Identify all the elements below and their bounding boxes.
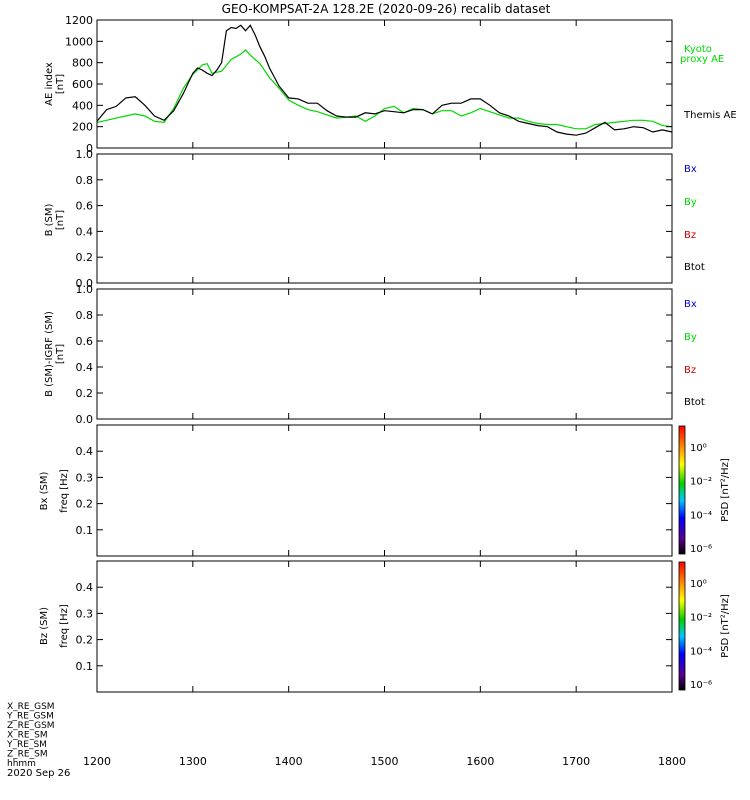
legend-proxy-ae: proxy AE bbox=[680, 54, 724, 65]
ae-ytick-label: 800 bbox=[72, 57, 93, 70]
bzspec-y-ticks: 0.1 0.2 0.3 0.4 bbox=[76, 561, 673, 692]
panel-bxspec-frame bbox=[96, 424, 673, 557]
bsm-ytick-label: 0.2 bbox=[76, 251, 94, 264]
bxspec-ytick-label: 0.1 bbox=[76, 524, 94, 537]
bigrf-ytick-label: 1.0 bbox=[76, 283, 94, 296]
bxspec-y-label-1: Bx (SM) bbox=[39, 472, 50, 511]
bzspec-y-label-2: freq [Hz] bbox=[59, 604, 70, 648]
bigrf-y-label-1: B (SM)-IGRF (SM) bbox=[44, 311, 55, 397]
bigrf-legend-bz: Bz bbox=[684, 365, 696, 376]
var-label: Y_RE_GSM bbox=[6, 712, 54, 722]
bxspec-colorbar bbox=[678, 425, 686, 555]
bigrf-ytick-label: 0.2 bbox=[76, 387, 94, 400]
bigrf-ytick-label: 0.4 bbox=[76, 361, 94, 374]
ae-y-label-2: [nT] bbox=[55, 74, 66, 94]
bigrf-y-ticks: 0.0 0.2 0.4 0.6 0.8 1.0 bbox=[76, 283, 673, 426]
ae-ytick-label: 0 bbox=[86, 142, 93, 155]
bxspec-colorbar-tick-label: 10⁻⁶ bbox=[690, 544, 712, 555]
bxspec-ytick-label: 0.2 bbox=[76, 498, 94, 511]
bsm-ytick-label: 0.0 bbox=[76, 277, 94, 290]
bxspec-ytick-label: 0.3 bbox=[76, 471, 94, 484]
panel-bx-spectrogram: 0.10.20.30.4 Bx (SM) freq [Hz] 10⁰10⁻²10… bbox=[39, 424, 731, 557]
bigrf-y-label-2: [nT] bbox=[55, 344, 66, 364]
var-label: Z_RE_SM bbox=[7, 750, 48, 760]
var-label: X_RE_GSM bbox=[7, 702, 55, 712]
bzspec-ytick-label: 0.4 bbox=[76, 581, 94, 594]
panel-bigrf-frame bbox=[96, 288, 673, 420]
panel-ae-index: 0 200 400 600 800 1000 1200 AE index [nT] Kyot… bbox=[44, 14, 737, 155]
chart-title: GEO-KOMPSAT-2A 128.2E (2020-09-26) recal… bbox=[222, 2, 551, 16]
bxspec-colorbar-label: PSD [nT²/Hz] bbox=[720, 458, 731, 522]
bigrf-ytick-label: 0.6 bbox=[76, 335, 94, 348]
bxspec-colorbar-tick-label: 10⁰ bbox=[690, 443, 707, 454]
x-axis-tick-labels: 1200 1300 1400 1500 1600 1700 1800 bbox=[83, 755, 686, 768]
legend-themis-ae: Themis AE bbox=[683, 110, 737, 121]
x-tick-label: 1600 bbox=[466, 755, 494, 768]
bsm-ytick-label: 1.0 bbox=[76, 148, 94, 161]
x-tick-label: 1700 bbox=[562, 755, 590, 768]
x-tick-label: 1200 bbox=[83, 755, 111, 768]
bsm-y-ticks: 0.0 0.2 0.4 0.6 0.8 1.0 bbox=[76, 148, 673, 290]
ae-series-layer bbox=[96, 24, 673, 136]
bsm-legend-by: By bbox=[684, 197, 697, 208]
bzspec-colorbar-tick-label: 10⁻⁴ bbox=[690, 646, 712, 657]
ae-ytick-label: 1200 bbox=[65, 14, 93, 27]
panel-b-sm-igrf: 0.0 0.2 0.4 0.6 0.8 1.0 B (SM)-IGRF (SM) [nT]… bbox=[44, 283, 705, 426]
x-axis-date-label: 2020 Sep 26 bbox=[7, 768, 70, 779]
bigrf-legend-btot: Btot bbox=[684, 397, 705, 408]
bxspec-y-ticks: 0.1 0.2 0.3 0.4 bbox=[76, 425, 673, 556]
bsm-ytick-label: 0.8 bbox=[76, 174, 94, 187]
bsm-y-label-1: B (SM) bbox=[44, 203, 55, 236]
bigrf-ytick-label: 0.0 bbox=[76, 413, 94, 426]
bzspec-ytick-label: 0.1 bbox=[76, 660, 94, 673]
var-label: Y_RE_SM bbox=[6, 740, 47, 750]
x-tick-label: 1800 bbox=[658, 755, 686, 768]
bzspec-colorbar-tick-label: 10⁰ bbox=[690, 579, 707, 590]
legend-kyoto: Kyoto bbox=[684, 44, 712, 55]
bigrf-legend-bx: Bx bbox=[684, 299, 697, 310]
bxspec-colorbar-tick-label: 10⁻² bbox=[690, 477, 712, 488]
var-label: Z_RE_GSM bbox=[7, 721, 55, 731]
bsm-y-label-2: [nT] bbox=[55, 210, 66, 230]
panel-bzspec-frame bbox=[96, 560, 673, 693]
bsm-ytick-label: 0.4 bbox=[76, 225, 94, 238]
bsm-legend-bx: Bx bbox=[684, 164, 697, 175]
ae-y-ticks: 0 200 400 600 800 1000 1200 bbox=[65, 14, 673, 155]
bzspec-colorbar bbox=[678, 561, 686, 691]
bxspec-colorbar-ticks: 10⁰ 10⁻² 10⁻⁴ 10⁻⁶ bbox=[690, 443, 712, 555]
x-tick-label: 1300 bbox=[179, 755, 207, 768]
series-line-kyoto-proxy-ae bbox=[96, 49, 673, 130]
panel-b-sm: 0.00.20.40.60.81.0 B (SM) [nT] Bx By Bz … bbox=[44, 148, 705, 290]
bxspec-y-label-2: freq [Hz] bbox=[59, 469, 70, 513]
panel-bz-spectrogram: 0.10.20.30.4 Bz (SM) freq [Hz] 10⁰10⁻²10… bbox=[39, 560, 731, 693]
bzspec-colorbar-tick-label: 10⁻⁶ bbox=[690, 680, 712, 691]
x-tick-label: 1400 bbox=[275, 755, 303, 768]
series-line-themis-ae bbox=[96, 24, 673, 136]
panel-bsm-frame bbox=[96, 153, 673, 284]
bzspec-y-label-1: Bz (SM) bbox=[39, 607, 50, 645]
bzspec-ytick-label: 0.3 bbox=[76, 607, 94, 620]
bigrf-ytick-label: 0.8 bbox=[76, 309, 94, 322]
ae-ytick-label: 400 bbox=[72, 99, 93, 112]
bzspec-colorbar-tick-label: 10⁻² bbox=[690, 613, 712, 624]
var-label: X_RE_SM bbox=[7, 731, 48, 741]
var-label: hhmm bbox=[7, 759, 36, 769]
orbit-var-labels: X_RE_GSMY_RE_GSMZ_RE_GSMX_RE_SMY_RE_SMZ_… bbox=[6, 702, 55, 769]
bxspec-colorbar-tick-label: 10⁻⁴ bbox=[690, 510, 712, 521]
bsm-ytick-label: 0.6 bbox=[76, 200, 94, 213]
bzspec-colorbar-ticks: 10⁰ 10⁻² 10⁻⁴ 10⁻⁶ bbox=[690, 579, 712, 691]
bigrf-legend-by: By bbox=[684, 332, 697, 343]
ae-ytick-label: 600 bbox=[72, 78, 93, 91]
ae-ytick-label: 200 bbox=[72, 121, 93, 134]
ae-ytick-label: 1000 bbox=[65, 35, 93, 48]
ae-y-label-1: AE index bbox=[44, 62, 55, 106]
x-tick-label: 1500 bbox=[371, 755, 399, 768]
bsm-legend-btot: Btot bbox=[684, 262, 705, 273]
bsm-legend-bz: Bz bbox=[684, 230, 696, 241]
bzspec-ytick-label: 0.2 bbox=[76, 634, 94, 647]
bxspec-ytick-label: 0.4 bbox=[76, 445, 94, 458]
bzspec-colorbar-label: PSD [nT²/Hz] bbox=[720, 594, 731, 658]
